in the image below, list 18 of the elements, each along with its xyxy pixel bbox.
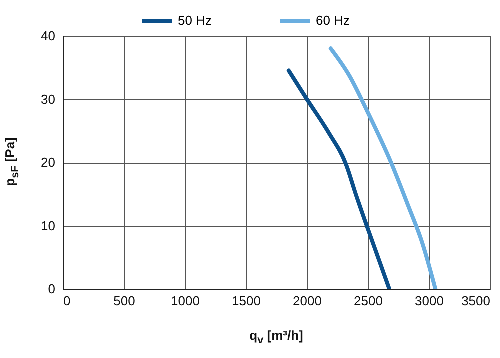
x-tick-label: 1000 (171, 294, 200, 308)
x-axis-title: q$_{v}$ [m³/h] (248, 328, 304, 347)
x-tick-label: 1500 (232, 294, 261, 308)
y-tick-label: 30 (41, 92, 56, 107)
y-tick-label: 40 (41, 28, 56, 44)
line-series (286, 68, 392, 289)
x-tick-label: 500 (114, 294, 136, 308)
x-tick-label: 3000 (415, 294, 444, 308)
legend-label: 60 Hz (316, 13, 350, 28)
x-tick-label: 2500 (354, 294, 383, 308)
legend-label: 50 Hz (178, 13, 212, 28)
y-tick-label: 10 (41, 218, 56, 234)
x-tick-label: 0 (64, 294, 71, 308)
y-tick-label: 20 (41, 155, 56, 170)
line-series (328, 46, 438, 289)
x-tick-label: 2000 (293, 294, 322, 308)
x-tick-label: 3500 (462, 294, 490, 308)
y-tick-label: 0 (48, 282, 56, 296)
